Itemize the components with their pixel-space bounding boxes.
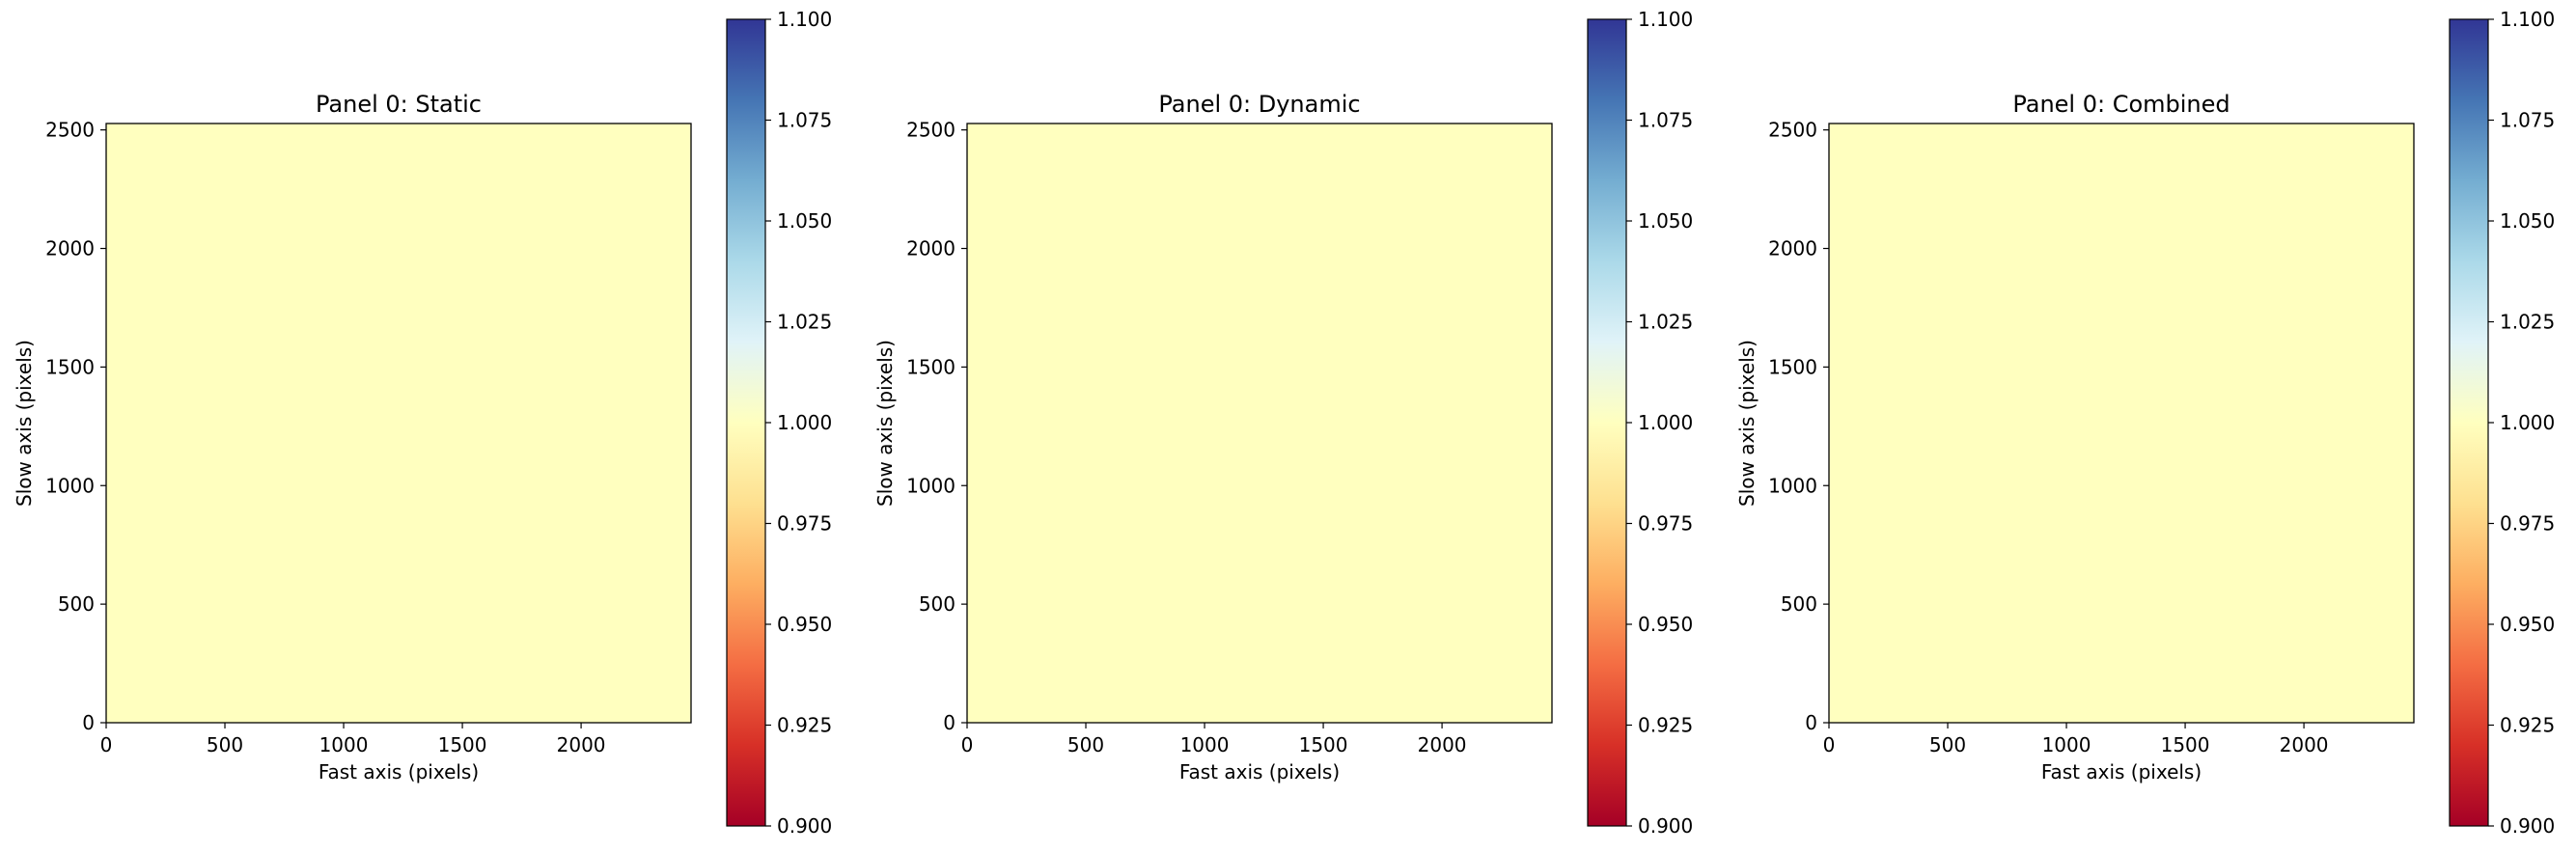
- y-axis-label: Slow axis (pixels): [1735, 340, 1759, 507]
- y-tick-label: 1500: [1768, 355, 1817, 378]
- colorbar-tick-label: 1.050: [2500, 209, 2555, 233]
- colorbar-tick-label: 1.025: [1638, 311, 1693, 334]
- colorbar-tick-label: 1.100: [1638, 8, 1693, 31]
- y-tick-label: 2500: [1768, 119, 1817, 142]
- y-tick-label: 500: [919, 592, 956, 616]
- x-tick-label: 2000: [1418, 733, 1467, 756]
- y-tick-label: 1000: [906, 474, 956, 497]
- panel-0: Panel 0: Static 0 500 1000 1500 2000 0 500 1000 1…: [13, 8, 832, 838]
- chart-title: Panel 0: Dynamic: [1158, 91, 1360, 118]
- colorbar-tick-label: 0.975: [777, 512, 832, 536]
- colorbar-tick-label: 0.900: [2500, 814, 2555, 838]
- plot-frame: [105, 123, 692, 724]
- colorbar-gradient: [2450, 19, 2488, 826]
- y-tick-label: 0: [943, 711, 956, 734]
- y-tick-label: 0: [82, 711, 95, 734]
- x-tick-label: 1500: [1299, 733, 1348, 756]
- colorbar-tick-label: 1.075: [1638, 109, 1693, 132]
- y-tick-label: 2000: [906, 237, 956, 261]
- y-tick-label: 500: [1781, 592, 1817, 616]
- colorbar-tick-label: 1.025: [777, 311, 832, 334]
- colorbar-tick-label: 0.975: [1638, 512, 1693, 536]
- x-tick-label: 1000: [2042, 733, 2091, 756]
- y-tick-label: 1000: [1768, 474, 1817, 497]
- heatmap-field: [106, 124, 691, 723]
- heatmap-field: [967, 124, 1552, 723]
- colorbar-tick-label: 1.050: [777, 209, 832, 233]
- colorbar-gradient: [1588, 19, 1626, 826]
- plot-frame: [1828, 123, 2415, 724]
- y-tick-label: 1500: [45, 355, 95, 378]
- colorbar-tick-label: 1.025: [2500, 311, 2555, 334]
- colorbar-tick-label: 0.900: [1638, 814, 1693, 838]
- x-tick-label: 2000: [557, 733, 606, 756]
- panel-1: Panel 0: Dynamic 0 500 1000 1500 2000 0 500 1000…: [873, 8, 1693, 838]
- colorbar-tick-label: 1.050: [1638, 209, 1693, 233]
- y-tick-label: 0: [1805, 711, 1817, 734]
- x-tick-label: 0: [1823, 733, 1836, 756]
- x-tick-label: 1500: [2161, 733, 2210, 756]
- x-axis-label: Fast axis (pixels): [1179, 760, 1340, 783]
- chart-title: Panel 0: Combined: [2012, 91, 2230, 118]
- colorbar-tick-label: 0.975: [2500, 512, 2555, 536]
- y-tick-label: 500: [58, 592, 95, 616]
- chart-title: Panel 0: Static: [316, 91, 482, 118]
- colorbar-tick-label: 0.950: [2500, 613, 2555, 636]
- y-tick-label: 2500: [45, 119, 95, 142]
- x-tick-label: 500: [1067, 733, 1104, 756]
- colorbar-tick-label: 0.950: [777, 613, 832, 636]
- x-tick-label: 500: [207, 733, 243, 756]
- colorbar-tick-label: 1.100: [777, 8, 832, 31]
- y-tick-label: 2000: [45, 237, 95, 261]
- y-tick-label: 1500: [906, 355, 956, 378]
- y-tick-label: 1000: [45, 474, 95, 497]
- colorbar-tick-label: 1.075: [2500, 109, 2555, 132]
- colorbar-tick-label: 0.925: [2500, 714, 2555, 737]
- colorbar: 0.900 0.925 0.950 0.975 1.000 1.025 1.050 1.075…: [2449, 8, 2555, 838]
- colorbar: 0.900 0.925 0.950 0.975 1.000 1.025 1.050 1.075…: [726, 8, 832, 838]
- panel-2: Panel 0: Combined 0 500 1000 1500 2000 0 500 100…: [1735, 8, 2555, 838]
- x-axis-label: Fast axis (pixels): [319, 760, 479, 783]
- y-tick-label: 2500: [906, 119, 956, 142]
- colorbar-tick-label: 0.900: [777, 814, 832, 838]
- y-tick-label: 2000: [1768, 237, 1817, 261]
- x-tick-label: 0: [961, 733, 974, 756]
- x-tick-label: 1500: [438, 733, 487, 756]
- colorbar-gradient: [727, 19, 765, 826]
- x-tick-label: 2000: [2280, 733, 2329, 756]
- x-axis-label: Fast axis (pixels): [2041, 760, 2202, 783]
- colorbar-tick-label: 0.925: [1638, 714, 1693, 737]
- colorbar: 0.900 0.925 0.950 0.975 1.000 1.025 1.050 1.075…: [1587, 8, 1693, 838]
- colorbar-tick-label: 1.075: [777, 109, 832, 132]
- y-axis-label: Slow axis (pixels): [13, 340, 36, 507]
- x-tick-label: 1000: [1180, 733, 1230, 756]
- x-tick-label: 500: [1929, 733, 1966, 756]
- colorbar-tick-label: 0.925: [777, 714, 832, 737]
- colorbar-tick-label: 1.000: [2500, 411, 2555, 434]
- colorbar-tick-label: 0.950: [1638, 613, 1693, 636]
- heatmap-field: [1829, 124, 2414, 723]
- colorbar-tick-label: 1.000: [1638, 411, 1693, 434]
- x-tick-label: 1000: [319, 733, 369, 756]
- x-tick-label: 0: [100, 733, 113, 756]
- plot-frame: [966, 123, 1553, 724]
- y-axis-label: Slow axis (pixels): [873, 340, 897, 507]
- colorbar-tick-label: 1.000: [777, 411, 832, 434]
- colorbar-tick-label: 1.100: [2500, 8, 2555, 31]
